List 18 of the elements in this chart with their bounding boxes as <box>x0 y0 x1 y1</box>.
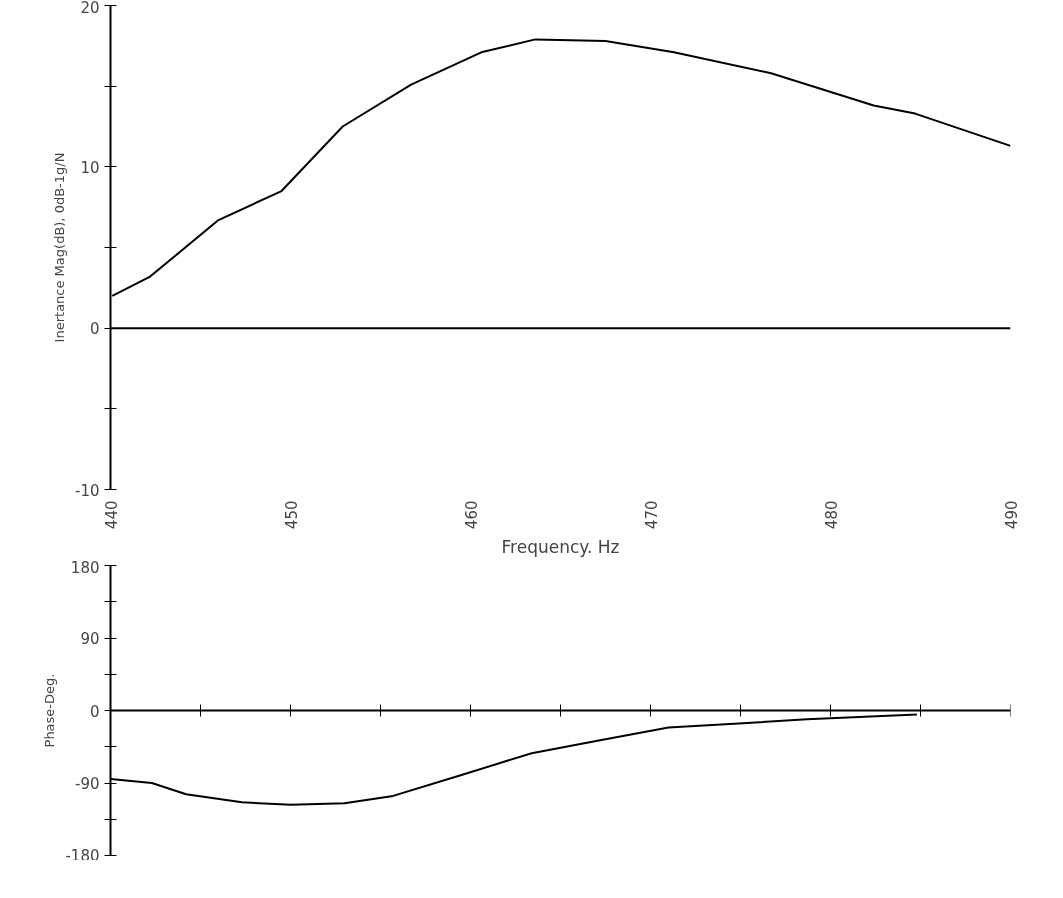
y-tick-label: -90 <box>75 775 100 793</box>
y-axis-title: Phase-Deg. <box>42 673 58 748</box>
y-tick-label: 20 <box>80 0 100 17</box>
x-tick-label: 450 <box>282 500 301 530</box>
x-tick-label: 440 <box>102 500 121 530</box>
x-axis-title: Frequency. Hz <box>501 537 620 558</box>
y-tick-label: 180 <box>70 558 100 577</box>
x-tick-label: 470 <box>642 500 661 530</box>
y-tick-label: -180 <box>65 846 100 865</box>
y-tick-label: -10 <box>75 481 100 500</box>
y-tick-label: 0 <box>89 320 100 339</box>
y-tick-label: 10 <box>80 158 100 177</box>
y-tick-label: 90 <box>80 630 100 648</box>
y-axis-title: Inertance Mag(dB), 0dB-1g/N <box>52 152 67 343</box>
x-tick-label: 480 <box>822 500 841 530</box>
x-tick-label: 490 <box>1002 500 1021 530</box>
y-tick-label: 0 <box>89 702 100 721</box>
x-tick-label: 460 <box>462 500 481 530</box>
